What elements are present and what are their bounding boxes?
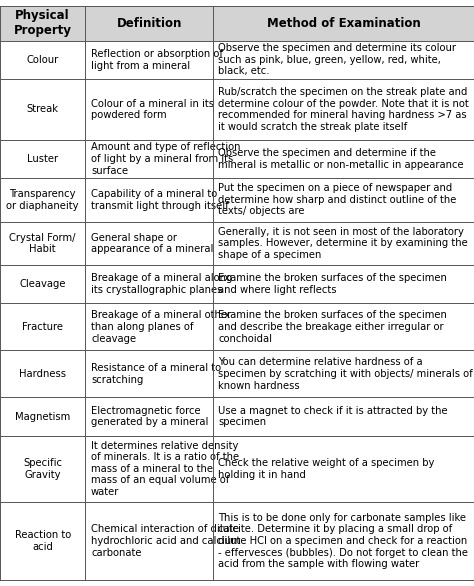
Bar	[213, 265, 474, 304]
Bar	[213, 6, 474, 40]
Text: Examine the broken surfaces of the specimen
and describe the breakage either irr: Examine the broken surfaces of the speci…	[218, 311, 447, 343]
Text: Fracture: Fracture	[22, 322, 63, 332]
Bar	[85, 6, 213, 40]
Text: Definition: Definition	[117, 17, 182, 30]
Text: Observe the specimen and determine if the
mineral is metallic or non-metallic in: Observe the specimen and determine if th…	[218, 148, 464, 170]
Text: Breakage of a mineral along
its crystallographic planes: Breakage of a mineral along its crystall…	[91, 274, 232, 295]
Bar	[0, 350, 85, 397]
Bar	[213, 40, 474, 79]
Text: Capability of a mineral to
transmit light through itself: Capability of a mineral to transmit ligh…	[91, 189, 229, 211]
Text: Specific
Gravity: Specific Gravity	[23, 458, 62, 479]
Text: Breakage of a mineral other
than along planes of
cleavage: Breakage of a mineral other than along p…	[91, 311, 231, 343]
Text: Examine the broken surfaces of the specimen
and where light reflects: Examine the broken surfaces of the speci…	[218, 274, 447, 295]
Text: It determines relative density
of minerals. It is a ratio of the
mass of a miner: It determines relative density of minera…	[91, 441, 239, 497]
Text: Transparency
or diaphaneity: Transparency or diaphaneity	[7, 189, 79, 211]
Bar	[0, 265, 85, 304]
Bar	[0, 40, 85, 79]
Text: Physical
Property: Physical Property	[14, 9, 72, 38]
Text: Chemical interaction of dilute
hydrochloric acid and calcium
carbonate: Chemical interaction of dilute hydrochlo…	[91, 524, 241, 558]
Text: Check the relative weight of a specimen by
holding it in hand: Check the relative weight of a specimen …	[218, 458, 434, 479]
Bar	[213, 304, 474, 350]
Text: Reaction to
acid: Reaction to acid	[15, 530, 71, 552]
Text: Resistance of a mineral to
scratching: Resistance of a mineral to scratching	[91, 363, 221, 385]
Bar	[0, 397, 85, 436]
Bar	[85, 222, 213, 265]
Bar	[85, 304, 213, 350]
Bar	[85, 178, 213, 222]
Bar	[213, 502, 474, 580]
Text: Put the specimen on a piece of newspaper and
determine how sharp and distinct ou: Put the specimen on a piece of newspaper…	[218, 183, 456, 216]
Bar	[0, 6, 85, 40]
Bar	[85, 140, 213, 178]
Text: Colour: Colour	[27, 55, 59, 65]
Bar	[0, 140, 85, 178]
Text: Generally, it is not seen in most of the laboratory
samples. However, determine : Generally, it is not seen in most of the…	[218, 227, 468, 260]
Text: Hardness: Hardness	[19, 369, 66, 379]
Bar	[85, 436, 213, 502]
Text: Observe the specimen and determine its colour
such as pink, blue, green, yellow,: Observe the specimen and determine its c…	[218, 43, 456, 76]
Text: Luster: Luster	[27, 154, 58, 164]
Text: This is to be done only for carbonate samples like
calcite. Determine it by plac: This is to be done only for carbonate sa…	[218, 513, 468, 569]
Text: Streak: Streak	[27, 104, 59, 114]
Bar	[85, 397, 213, 436]
Bar	[0, 178, 85, 222]
Text: Amount and type of reflection
of light by a mineral from its
surface: Amount and type of reflection of light b…	[91, 142, 240, 176]
Bar	[0, 79, 85, 140]
Bar	[213, 140, 474, 178]
Bar	[85, 350, 213, 397]
Text: Cleavage: Cleavage	[19, 280, 66, 289]
Bar	[0, 436, 85, 502]
Bar	[213, 397, 474, 436]
Text: Method of Examination: Method of Examination	[267, 17, 420, 30]
Bar	[213, 222, 474, 265]
Bar	[213, 436, 474, 502]
Bar	[85, 40, 213, 79]
Bar	[0, 304, 85, 350]
Text: Magnetism: Magnetism	[15, 411, 70, 421]
Text: You can determine relative hardness of a
specimen by scratching it with objects/: You can determine relative hardness of a…	[218, 357, 473, 390]
Text: Reflection or absorption of
light from a mineral: Reflection or absorption of light from a…	[91, 49, 223, 70]
Bar	[0, 222, 85, 265]
Bar	[85, 502, 213, 580]
Text: Colour of a mineral in its
powdered form: Colour of a mineral in its powdered form	[91, 98, 214, 120]
Text: General shape or
appearance of a mineral: General shape or appearance of a mineral	[91, 233, 213, 254]
Bar	[213, 350, 474, 397]
Bar	[85, 265, 213, 304]
Bar	[85, 79, 213, 140]
Bar	[213, 178, 474, 222]
Text: Rub/scratch the specimen on the streak plate and
determine colour of the powder.: Rub/scratch the specimen on the streak p…	[218, 87, 469, 132]
Text: Use a magnet to check if it is attracted by the
specimen: Use a magnet to check if it is attracted…	[218, 406, 447, 427]
Bar	[0, 502, 85, 580]
Text: Electromagnetic force
generated by a mineral: Electromagnetic force generated by a min…	[91, 406, 209, 427]
Text: Crystal Form/
Habit: Crystal Form/ Habit	[9, 233, 76, 254]
Bar	[213, 79, 474, 140]
